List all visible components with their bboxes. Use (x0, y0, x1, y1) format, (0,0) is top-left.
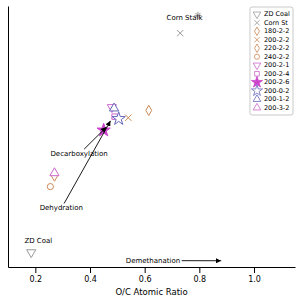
x-axis-title: O/C Atomic Ratio (115, 287, 187, 297)
x-tick-label: 0.2 (29, 275, 42, 284)
legend-label: 240-2-2 (264, 53, 289, 61)
legend-symbol (254, 20, 259, 25)
series (146, 105, 152, 115)
series (112, 112, 125, 125)
series (177, 30, 183, 36)
legend: ZD CoalCorn St180-2-2200-2-2220-2-2240-2… (250, 7, 293, 115)
legend-label: 200-1-2 (264, 95, 289, 103)
x-axis-line (9, 267, 296, 268)
x-tick: 1.0 (248, 267, 261, 284)
legend-frame (250, 7, 293, 115)
x-tick-mark (199, 267, 200, 273)
annotation: Decarboxylation (50, 150, 107, 158)
legend-symbol (253, 103, 261, 110)
x-axis: 0.2 0.4 0.6 0.8 1.0 (9, 267, 296, 284)
annotations: Corn Stalk ZD Coal Decarboxylation Dehydrat… (24, 14, 221, 264)
legend-symbol (255, 44, 260, 53)
point (125, 115, 131, 121)
annotation: Corn Stalk (167, 14, 204, 22)
x-tick-label: 0.4 (84, 275, 97, 284)
x-tick: 0.8 (193, 267, 206, 284)
series (50, 168, 59, 176)
x-tick-label: 1.0 (248, 275, 261, 284)
legend-label: 200-3-2 (264, 104, 289, 112)
y-axis-line (8, 7, 9, 268)
x-tick-mark (145, 267, 146, 273)
annotation-arrow (84, 127, 106, 149)
series (27, 250, 36, 258)
legend-symbol (251, 85, 262, 96)
x-tick-label: 0.6 (139, 275, 152, 284)
x-tick: 0.2 (29, 267, 42, 284)
background (0, 0, 301, 301)
legend-label: ZD Coal (264, 10, 290, 18)
legend-label: 200-2-2 (264, 36, 289, 44)
chart: 0.2 0.4 0.6 0.8 1.0 O/C Atomic Ratio Corn Stal… (0, 0, 301, 301)
legend-symbol (255, 27, 260, 36)
legend-label: 200-2-4 (264, 70, 289, 78)
legend-symbol (254, 37, 259, 42)
legend-label: 180-2-2 (264, 27, 289, 35)
x-tick-mark (90, 267, 91, 273)
plot-area (27, 12, 202, 258)
legend-symbol (253, 12, 261, 19)
point (112, 112, 125, 125)
y-axis (8, 7, 9, 268)
point (50, 168, 59, 176)
x-tick-label: 0.8 (193, 275, 206, 284)
legend-symbol (254, 54, 259, 59)
point (109, 103, 118, 111)
x-tick: 0.4 (84, 267, 97, 284)
legend-label: Corn St (264, 19, 288, 27)
x-tick: 0.6 (139, 267, 152, 284)
legend-symbol (253, 63, 261, 70)
legend-symbol (253, 95, 261, 102)
annotation-arrow (64, 121, 110, 204)
series (109, 103, 118, 111)
legend-label: 200-2-6 (264, 78, 289, 86)
x-tick-mark (254, 267, 255, 273)
point (177, 30, 183, 36)
x-tick-mark (35, 267, 36, 273)
annotation: Dehydration (40, 204, 83, 212)
annotation: ZD Coal (24, 237, 52, 245)
series (125, 115, 131, 121)
annotation: Demethanation (126, 257, 180, 265)
point (146, 105, 152, 115)
annotation-arrow (182, 260, 222, 261)
series (47, 184, 53, 190)
legend-label: 220-2-2 (264, 44, 289, 52)
legend-label: 200-0-2 (264, 87, 289, 95)
legend-label: 200-2-1 (264, 61, 289, 69)
point (27, 250, 36, 258)
point (47, 184, 53, 190)
